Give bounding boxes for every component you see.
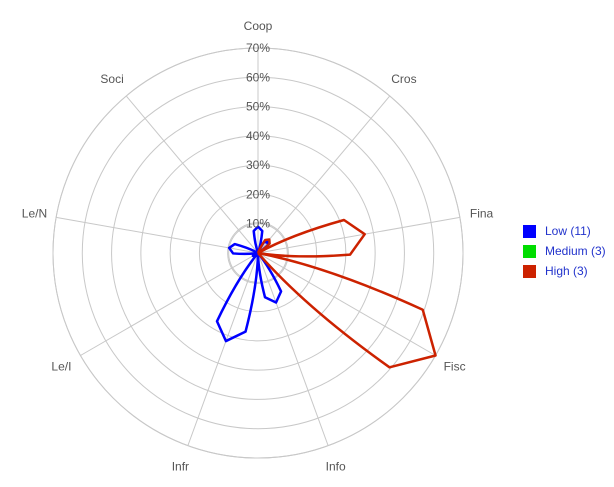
radial-tick-label: 20% (246, 187, 270, 201)
grid-spoke (187, 252, 259, 446)
series-2-curve (256, 218, 437, 369)
radial-tick-labels: 10% 20% 30% 40% 50% 60% 70% (246, 41, 270, 231)
axis-label-cros: Cros (391, 72, 416, 86)
axis-labels: Coop Cros Fina Fisc Info Infr Le/I Le/N Soci (22, 19, 494, 473)
radial-tick-label: 60% (246, 70, 270, 84)
legend-item: Low (11) (523, 222, 606, 240)
grid-spoke (257, 95, 391, 254)
grid-spoke (125, 95, 259, 254)
axis-label-soci: Soci (100, 72, 123, 86)
legend-label: High (3) (545, 264, 588, 278)
axis-label-fina: Fina (470, 207, 494, 221)
grid-spoke (56, 216, 259, 254)
grid-spoke (257, 216, 460, 254)
legend-swatch (523, 224, 536, 238)
legend: Low (11) Medium (3) High (3) (523, 222, 606, 282)
axis-label-fisc: Fisc (444, 360, 466, 374)
legend-label: Medium (3) (545, 244, 606, 258)
grid-spoke (257, 252, 329, 446)
axis-label-lei: Le/I (51, 360, 71, 374)
axis-label-info: Info (326, 459, 346, 473)
legend-item: Medium (3) (523, 242, 606, 260)
legend-label: Low (11) (545, 224, 591, 238)
series-layer (215, 218, 437, 369)
radial-tick-label: 70% (246, 41, 270, 55)
series-0-curve (215, 225, 283, 343)
radial-tick-label: 50% (246, 100, 270, 114)
legend-swatch (523, 244, 536, 258)
axis-label-infr: Infr (172, 459, 189, 473)
radar-grid (52, 47, 464, 459)
axis-label-coop: Coop (244, 19, 273, 33)
axis-label-len: Le/N (22, 207, 47, 221)
radial-tick-label: 40% (246, 129, 270, 143)
legend-swatch (523, 264, 536, 278)
radial-tick-label: 10% (246, 217, 270, 231)
radial-tick-label: 30% (246, 158, 270, 172)
grid-spoke (257, 252, 436, 356)
legend-item: High (3) (523, 262, 606, 280)
grid-spoke (80, 252, 259, 356)
